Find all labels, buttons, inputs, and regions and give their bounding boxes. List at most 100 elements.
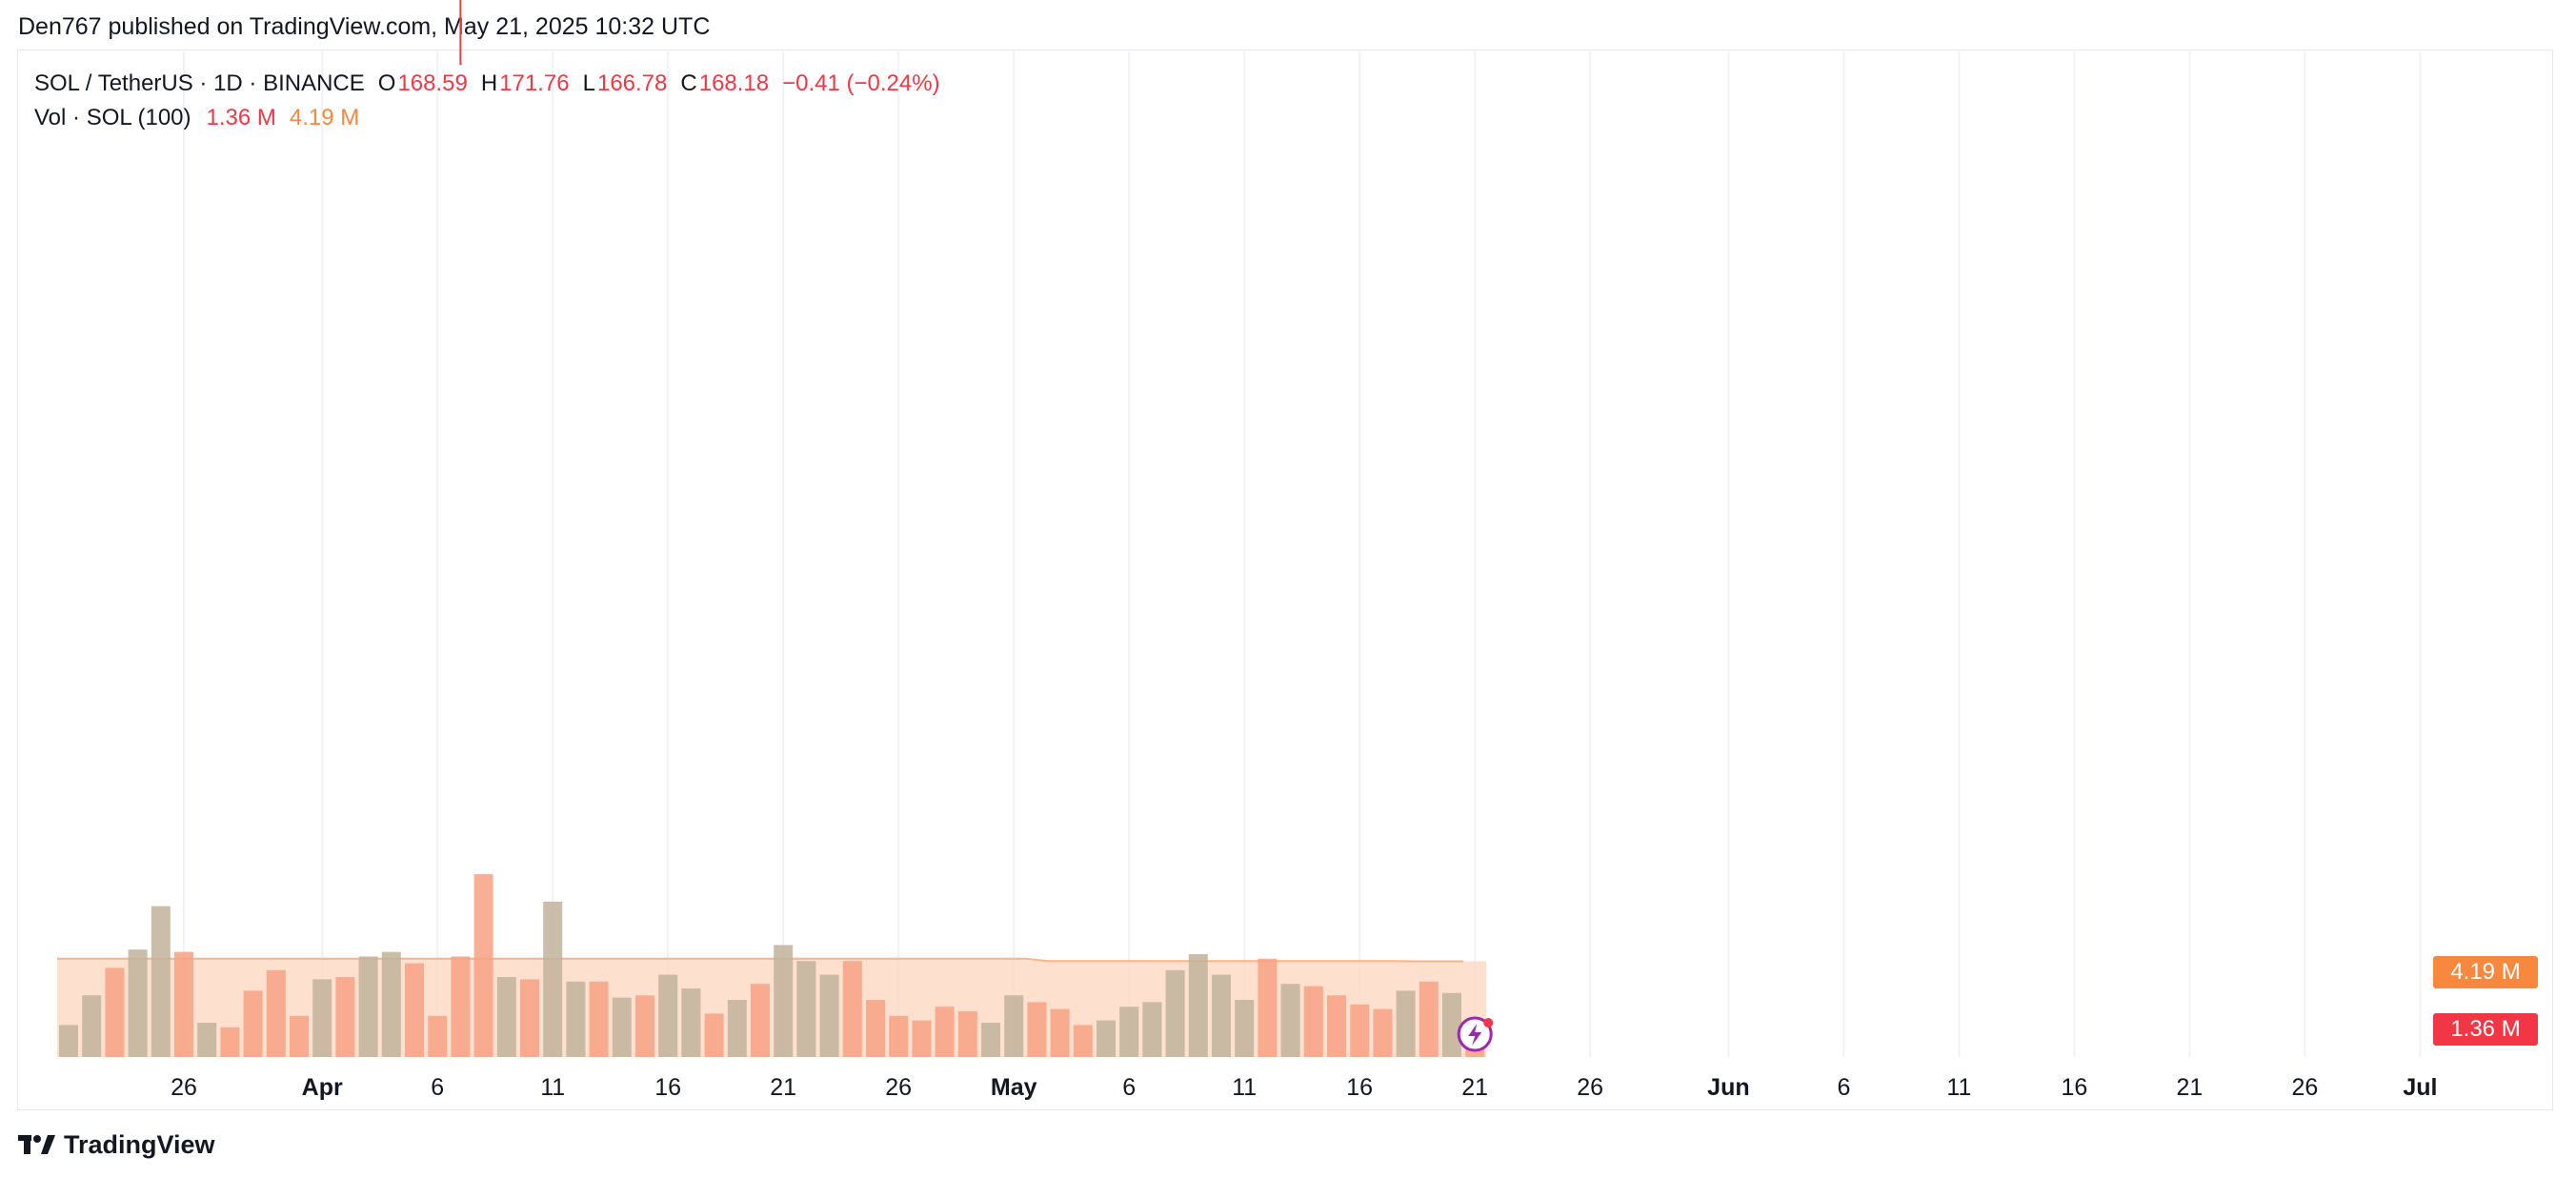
volume-bar (197, 1023, 217, 1057)
volume-badge-text: 1.36 M (2450, 1016, 2520, 1042)
notification-dot-icon (1483, 1018, 1494, 1027)
x-tick-label: 6 (1837, 1074, 1850, 1101)
lightning-bolt-icon (1468, 1024, 1482, 1046)
volume-bar (405, 963, 424, 1057)
x-tick-label: 16 (654, 1074, 681, 1101)
volume-bar (1303, 986, 1323, 1057)
volume-bar (1280, 984, 1300, 1057)
x-tick-label: 26 (885, 1074, 912, 1101)
volume-bar (819, 974, 839, 1057)
volume-bar (151, 906, 171, 1057)
volume-bar (290, 1015, 309, 1057)
close-label: C (680, 70, 697, 96)
volume-bar (1073, 1025, 1093, 1057)
volume-bar (381, 951, 401, 1057)
low-label: L (582, 70, 595, 96)
volume-bar (266, 969, 286, 1057)
volume-bar (1327, 995, 1346, 1057)
volume-bar (520, 979, 539, 1057)
volume-bar (727, 1000, 747, 1057)
high-value: 171.76 (499, 70, 570, 96)
volume-bar (1142, 1002, 1162, 1057)
volume-bar (635, 995, 654, 1057)
volume-bar (451, 956, 471, 1057)
x-tick-label: 6 (431, 1074, 444, 1101)
x-tick-label: Jul (2403, 1074, 2437, 1101)
volume-bar (1235, 1000, 1255, 1057)
publish-info: Den767 published on TradingView.com, May… (18, 13, 711, 40)
x-tick-label: 11 (1232, 1074, 1257, 1101)
brand-label: TradingView (64, 1129, 215, 1159)
volume-bar (704, 1013, 724, 1057)
volume-bar (59, 1025, 78, 1057)
volume-bar (796, 961, 816, 1057)
volume-bar (312, 979, 332, 1057)
volume-bar (751, 984, 770, 1057)
volume-label[interactable]: Vol · SOL (100) (34, 105, 191, 130)
open-value: 168.59 (397, 70, 468, 96)
volume-bar (473, 874, 493, 1057)
x-tick-label: 11 (1946, 1074, 1971, 1101)
candlestick-chart[interactable]: 140.00144.00148.00152.00156.00160.00164.… (0, 0, 2576, 1114)
volume-bar (935, 1007, 955, 1057)
volume-bar (889, 1015, 909, 1057)
volume-bar (842, 961, 862, 1057)
open-label: O (377, 70, 396, 96)
volume-bar (681, 988, 701, 1057)
volume-bar (82, 995, 102, 1057)
volume-bar (1165, 969, 1185, 1057)
x-tick-label: 21 (1461, 1074, 1488, 1101)
volume-bar (774, 945, 794, 1057)
volume-bar (912, 1020, 932, 1057)
x-tick-label: 26 (2291, 1074, 2318, 1101)
tradingview-brand[interactable]: TradingView (18, 1126, 215, 1164)
x-tick-label: Apr (302, 1074, 343, 1101)
volume-bar (243, 990, 263, 1057)
volume-ma-value: 4.19 M (289, 105, 360, 130)
volume-bar (428, 1015, 448, 1057)
volume-bar (220, 1027, 240, 1057)
volume-bar (496, 977, 516, 1057)
volume-bar (1027, 1002, 1047, 1057)
volume-bar (1212, 974, 1231, 1057)
tradingview-logo-icon (18, 1135, 55, 1154)
change-value: −0.41 (−0.24%) (782, 70, 940, 96)
volume-bar (1050, 1008, 1070, 1057)
volume-bar (543, 901, 563, 1057)
x-tick-label: 6 (1122, 1074, 1136, 1101)
x-tick-label: May (991, 1074, 1037, 1101)
volume-bar (612, 997, 632, 1057)
x-tick-label: 11 (540, 1074, 565, 1101)
volume-value: 1.36 M (206, 105, 276, 130)
x-tick-label: 16 (2061, 1074, 2087, 1101)
chart-frame (17, 50, 2553, 1110)
symbol-label[interactable]: SOL / TetherUS · 1D · BINANCE (34, 70, 365, 96)
volume-badge-bg (2433, 1013, 2538, 1046)
volume-legend-row: Vol · SOL (100) 1.36 M 4.19 M (34, 101, 940, 135)
volume-bar (566, 981, 586, 1057)
volume-bar (128, 949, 148, 1057)
x-tick-label: 16 (1346, 1074, 1373, 1101)
volume-ma-badge-text: 4.19 M (2450, 959, 2520, 985)
volume-ma-badge-bg (2433, 956, 2538, 988)
volume-bar (358, 956, 378, 1057)
volume-bar (1373, 1008, 1393, 1057)
volume-bar (174, 951, 193, 1057)
x-tick-label: 21 (770, 1074, 796, 1101)
volume-bar (589, 981, 609, 1057)
volume-bar (1188, 954, 1208, 1057)
volume-bar (1119, 1007, 1139, 1057)
volume-bar (105, 968, 125, 1057)
volume-ma-line (57, 957, 1464, 963)
close-value: 168.18 (698, 70, 770, 96)
volume-bar (957, 1011, 977, 1057)
volume-bar (1097, 1020, 1116, 1057)
volume-bar (866, 1000, 885, 1057)
volume-bar (1258, 958, 1278, 1057)
high-label: H (480, 70, 498, 96)
volume-bar (1350, 1004, 1370, 1057)
volume-bar (1004, 995, 1024, 1057)
volume-bar (658, 974, 678, 1057)
volume-bar (981, 1023, 1000, 1057)
